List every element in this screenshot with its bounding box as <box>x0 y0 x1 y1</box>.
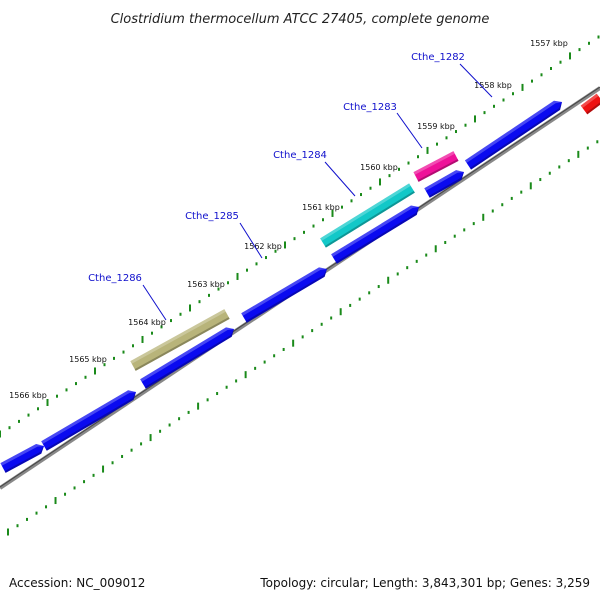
gene-forward <box>140 327 234 389</box>
kbp-label: 1565 kbp <box>69 355 107 364</box>
gene-label-leader <box>396 112 423 149</box>
map-title: Clostridium thermocellum ATCC 27405, com… <box>111 12 490 27</box>
gene-forward <box>424 170 464 198</box>
gene-forward <box>241 267 327 323</box>
gene-label-leader <box>239 222 263 259</box>
kbp-label: 1560 kbp <box>360 163 398 172</box>
gene-label-leader <box>324 161 356 197</box>
gene-forward <box>0 443 44 473</box>
kbp-label: 1558 kbp <box>474 81 512 90</box>
accession-text: Accession: NC_009012 <box>9 576 145 590</box>
kbp-label: 1566 kbp <box>9 391 47 400</box>
gene-label: Cthe_1285 <box>185 211 239 222</box>
kbp-labels: 1557 kbp 1558 kbp 1559 kbp 1560 kbp 1561 kbp… <box>9 39 568 400</box>
topology-summary: Topology: circular; Length: 3,843,301 bp… <box>259 576 590 590</box>
gene-track <box>0 93 600 473</box>
kbp-label: 1564 kbp <box>128 318 166 327</box>
gene-forward <box>41 390 137 451</box>
gene-cthe-1283 <box>413 151 459 182</box>
kbp-label: 1557 kbp <box>530 39 568 48</box>
gene-label: Cthe_1283 <box>343 102 397 113</box>
gene-label: Cthe_1284 <box>273 150 327 161</box>
kbp-label: 1559 kbp <box>417 122 455 131</box>
kbp-label: 1562 kbp <box>244 242 282 251</box>
gene-red <box>580 93 600 115</box>
gene-label-leader <box>459 63 493 98</box>
gene-labels: Cthe_1282 Cthe_1283 Cthe_1284 Cthe_1285 Cthe… <box>88 52 493 321</box>
gene-cthe-1282 <box>464 100 563 170</box>
gene-cthe-1286 <box>130 309 230 371</box>
tick-rows <box>0 35 600 536</box>
kbp-label: 1563 kbp <box>187 280 225 289</box>
gene-label: Cthe_1286 <box>88 273 142 284</box>
gene-forward <box>331 205 420 264</box>
gene-label-leader <box>142 284 167 321</box>
kbp-label: 1561 kbp <box>302 203 340 212</box>
gene-label: Cthe_1282 <box>411 52 465 63</box>
gene-cthe-1284 <box>320 183 415 248</box>
